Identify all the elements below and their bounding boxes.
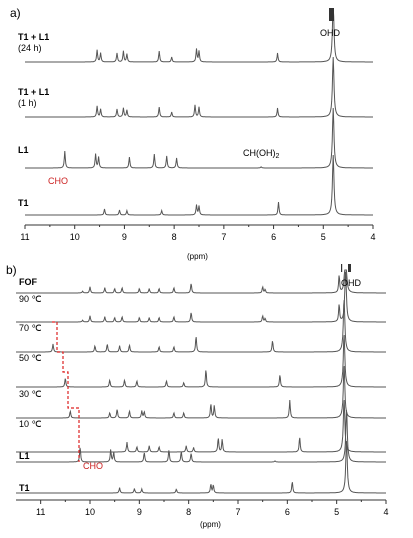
spectrum-trace-fof bbox=[16, 269, 386, 294]
panel-b-x-axis: 11 10 9 8 7 6 5 4 bbox=[16, 499, 389, 517]
spectrum-trace-l1-b bbox=[16, 409, 386, 463]
series-label-90c: 90 ℃ bbox=[19, 294, 42, 304]
x-tick-label-11: 11 bbox=[36, 507, 45, 517]
ohd-truncation-mark-b-2 bbox=[348, 264, 351, 272]
x-tick-label-11: 11 bbox=[20, 232, 29, 242]
series-label-t1-l1-1h: T1 + L1 bbox=[18, 87, 49, 97]
ohd-truncation-mark bbox=[329, 8, 334, 21]
series-label-fof: FOF bbox=[19, 277, 37, 287]
x-tick-label-5: 5 bbox=[321, 232, 326, 242]
annotation-cho-b: CHO bbox=[83, 461, 103, 471]
panel-a-x-axis-label: (ppm) bbox=[187, 252, 208, 261]
x-tick-label-4: 4 bbox=[370, 232, 375, 242]
panel-a-label: a) bbox=[10, 6, 21, 20]
panel-b-x-axis-label: (ppm) bbox=[200, 520, 221, 529]
annotation-cho: CHO bbox=[48, 176, 68, 186]
x-tick-label-10: 10 bbox=[85, 507, 95, 517]
series-label-t1-l1-24h-sub: (24 h) bbox=[18, 43, 42, 53]
x-tick-label-6: 6 bbox=[285, 507, 290, 517]
x-tick-label-7: 7 bbox=[235, 507, 240, 517]
spectrum-trace-90c bbox=[16, 271, 386, 323]
x-tick-label-9: 9 bbox=[137, 507, 142, 517]
spectrum-trace-t1 bbox=[25, 154, 373, 216]
panel-a: a) T1 + L1 (24 h) T1 + L1 (1 h) L1 T1 CH… bbox=[10, 6, 376, 261]
series-label-t1-l1-1h-sub: (1 h) bbox=[18, 98, 37, 108]
spectrum-trace-10c bbox=[16, 399, 386, 453]
series-label-30c: 30 ℃ bbox=[19, 389, 42, 399]
panel-b-spectra bbox=[16, 269, 386, 494]
spectrum-trace-30c bbox=[16, 365, 386, 419]
series-label-l1: L1 bbox=[18, 145, 29, 155]
x-tick-label-6: 6 bbox=[271, 232, 276, 242]
annotation-ohd-b: OHD bbox=[341, 278, 362, 288]
panel-a-spectra bbox=[25, 7, 373, 216]
series-label-t1-l1-24h: T1 + L1 bbox=[18, 32, 49, 42]
panel-a-x-axis: 11 10 9 8 7 6 5 4 bbox=[20, 224, 376, 242]
spectrum-trace-50c bbox=[16, 334, 386, 388]
spectrum-trace-t1-b bbox=[16, 440, 386, 494]
spectrum-trace-l1 bbox=[25, 107, 373, 169]
x-tick-label-8: 8 bbox=[172, 232, 177, 242]
panel-b-label: b) bbox=[6, 263, 17, 277]
spectrum-trace-70c bbox=[16, 299, 386, 353]
series-label-t1: T1 bbox=[18, 198, 29, 208]
x-tick-label-8: 8 bbox=[186, 507, 191, 517]
spectrum-trace-t1-l1-1h bbox=[25, 56, 373, 118]
series-label-70c: 70 ℃ bbox=[19, 323, 42, 333]
series-label-50c: 50 ℃ bbox=[19, 353, 42, 363]
series-label-l1-b: L1 bbox=[19, 451, 30, 461]
cho-shift-dashed-line bbox=[52, 321, 80, 462]
x-tick-label-10: 10 bbox=[70, 232, 80, 242]
spectrum-trace-t1-l1-24h bbox=[25, 7, 373, 63]
x-tick-label-7: 7 bbox=[221, 232, 226, 242]
series-label-t1-b: T1 bbox=[19, 483, 30, 493]
panel-b: b) FOF 90 ℃ 70 ℃ 50 ℃ 30 ℃ 10 ℃ L1 T1 CH… bbox=[6, 263, 389, 529]
annotation-ch-oh-2: CH(OH)2 bbox=[243, 148, 280, 160]
series-label-10c: 10 ℃ bbox=[19, 419, 42, 429]
x-tick-label-9: 9 bbox=[122, 232, 127, 242]
annotation-ohd: OHD bbox=[320, 28, 341, 38]
x-tick-label-4: 4 bbox=[383, 507, 388, 517]
x-tick-label-5: 5 bbox=[334, 507, 339, 517]
ohd-truncation-mark-b-1 bbox=[341, 264, 343, 272]
